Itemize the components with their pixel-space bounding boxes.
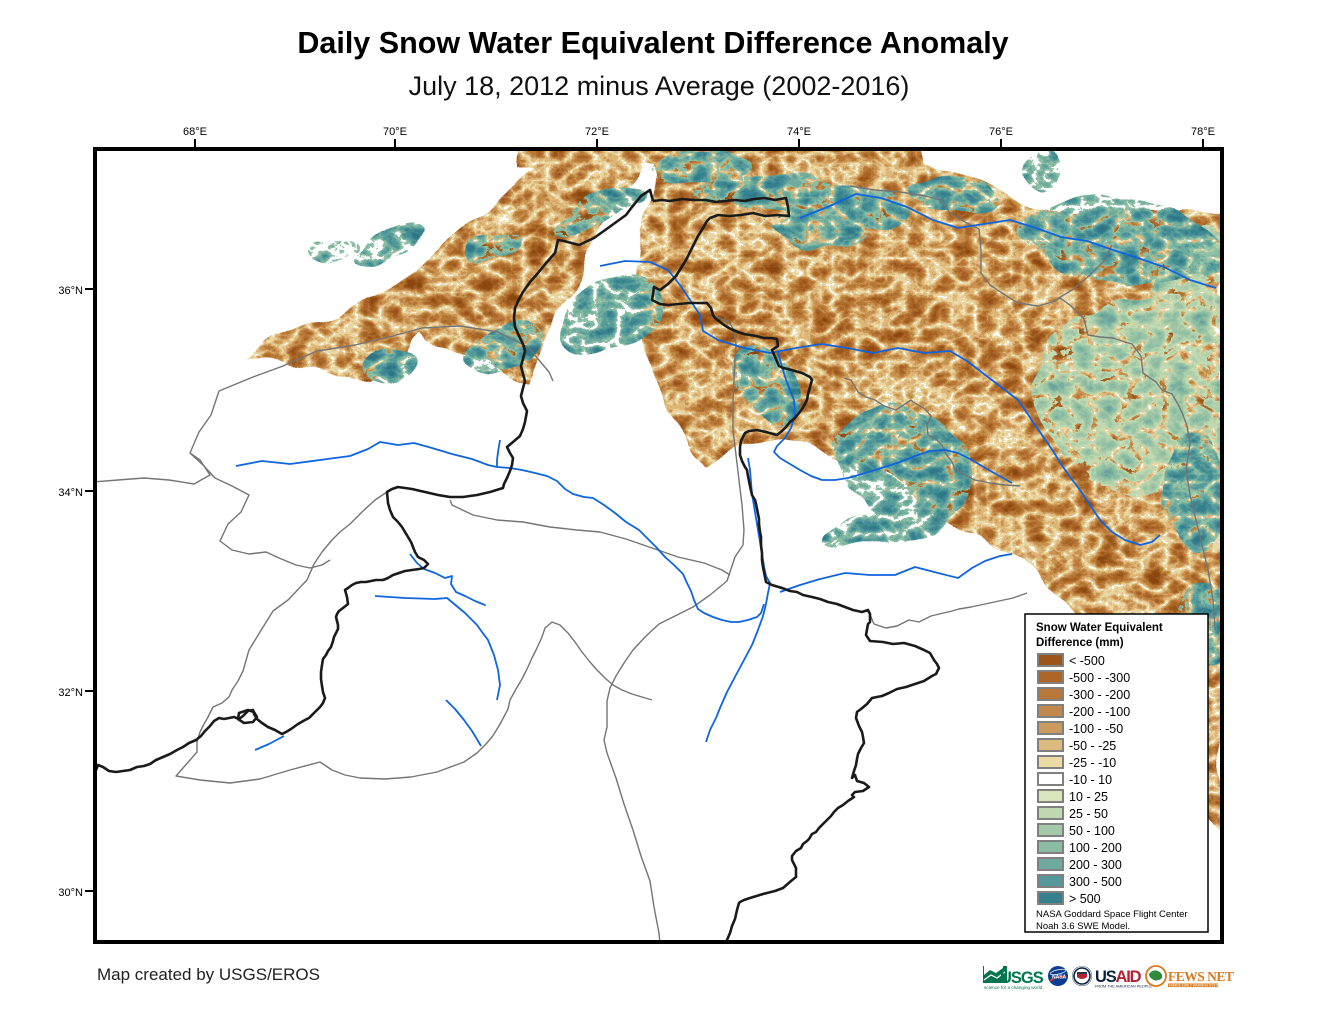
svg-text:FROM THE AMERICAN PEOPLE: FROM THE AMERICAN PEOPLE	[1095, 984, 1152, 988]
svg-text:30°N: 30°N	[58, 887, 83, 899]
svg-text:-10 - 10: -10 - 10	[1069, 773, 1112, 787]
svg-text:68°E: 68°E	[183, 126, 207, 138]
svg-text:50 - 100: 50 - 100	[1069, 824, 1115, 838]
svg-text:70°E: 70°E	[383, 126, 407, 138]
svg-text:300 - 500: 300 - 500	[1069, 875, 1122, 889]
svg-text:-25 - -10: -25 - -10	[1069, 756, 1116, 770]
svg-text:-50 - -25: -50 - -25	[1069, 739, 1116, 753]
svg-text:25 - 50: 25 - 50	[1069, 807, 1108, 821]
svg-text:78°E: 78°E	[1191, 126, 1215, 138]
svg-text:Noah 3.6 SWE Model.: Noah 3.6 SWE Model.	[1036, 921, 1130, 932]
svg-text:NASA Goddard Space Flight C: NASA Goddard Space Flight Center	[1036, 909, 1188, 920]
svg-text:200 - 300: 200 - 300	[1069, 858, 1122, 872]
svg-text:NASA: NASA	[1052, 975, 1067, 981]
svg-text:USAID: USAID	[1095, 968, 1142, 986]
svg-text:36°N: 36°N	[58, 285, 83, 297]
svg-text:-100 - -50: -100 - -50	[1069, 722, 1123, 736]
svg-text:10 - 25: 10 - 25	[1069, 790, 1108, 804]
svg-text:science for a changing world: science for a changing world	[984, 985, 1043, 990]
svg-text:USGS: USGS	[1000, 969, 1044, 987]
svg-text:74°E: 74°E	[787, 126, 811, 138]
svg-text:72°E: 72°E	[585, 126, 609, 138]
svg-text:-500 - -300: -500 - -300	[1069, 671, 1130, 685]
svg-text:100 - 200: 100 - 200	[1069, 841, 1122, 855]
svg-text:-200 - -100: -200 - -100	[1069, 705, 1130, 719]
svg-text:Snow Water Equivalent: Snow Water Equivalent	[1036, 622, 1163, 634]
svg-text:-300 - -200: -300 - -200	[1069, 688, 1130, 702]
svg-text:76°E: 76°E	[989, 126, 1013, 138]
svg-text:< -500: < -500	[1069, 654, 1105, 668]
svg-text:34°N: 34°N	[58, 487, 83, 499]
svg-text:FEWS NET: FEWS NET	[1168, 969, 1234, 984]
svg-text:FAMINE EARLY WARNING SYSTEMS N: FAMINE EARLY WARNING SYSTEMS NETWORK	[1169, 984, 1242, 988]
svg-text:> 500: > 500	[1069, 892, 1101, 906]
svg-text:Difference (mm): Difference (mm)	[1036, 637, 1124, 649]
svg-text:32°N: 32°N	[58, 687, 83, 699]
